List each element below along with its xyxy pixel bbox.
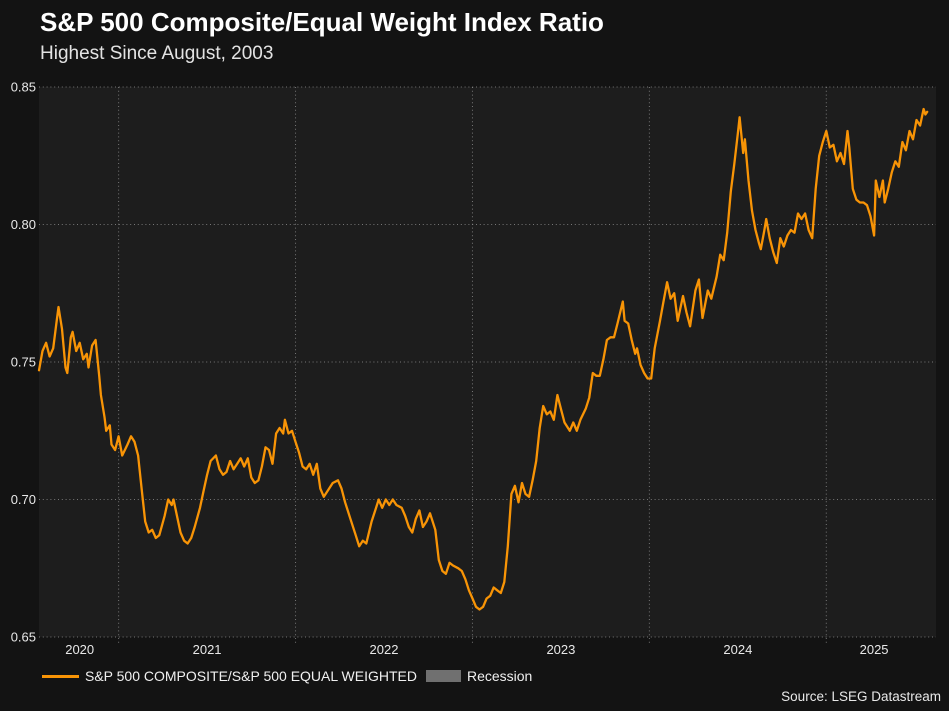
x-tick-label: 2020: [65, 642, 94, 657]
recession-legend-label: Recession: [466, 668, 533, 684]
recession-swatch: [425, 670, 461, 682]
x-tick-label: 2022: [370, 642, 399, 657]
x-tick-label: 2024: [723, 642, 752, 657]
y-tick-label: 0.70: [11, 492, 36, 507]
chart-subtitle: Highest Since August, 2003: [40, 43, 274, 64]
chart-title: S&P 500 Composite/Equal Weight Index Rat…: [40, 7, 604, 37]
series-line-swatch: [42, 674, 79, 678]
x-tick-label: 2023: [546, 642, 575, 657]
series-legend-label: S&P 500 COMPOSITE/S&P 500 EQUAL WEIGHTED: [85, 668, 417, 684]
y-tick-label: 0.75: [11, 355, 36, 370]
source-credit: Source: LSEG Datastream: [781, 689, 941, 704]
y-tick-label: 0.65: [11, 630, 36, 645]
y-tick-label: 0.80: [11, 217, 36, 232]
x-tick-label: 2025: [860, 642, 889, 657]
y-tick-label: 0.85: [11, 80, 36, 95]
ratio-line-series: [37, 107, 929, 611]
x-tick-label: 2021: [193, 642, 222, 657]
legend: S&P 500 COMPOSITE/S&P 500 EQUAL WEIGHTED…: [42, 668, 532, 684]
